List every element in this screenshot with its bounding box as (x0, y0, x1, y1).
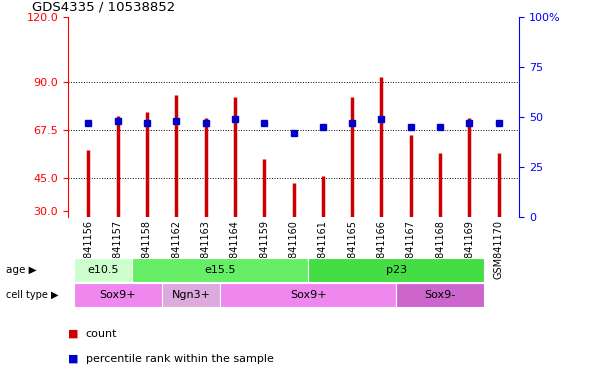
Text: GDS4335 / 10538852: GDS4335 / 10538852 (32, 0, 175, 13)
Bar (220, 283, 396, 307)
Bar (74, 283, 162, 307)
Text: cell type ▶: cell type ▶ (6, 290, 58, 300)
Bar (74, 258, 132, 282)
Bar (162, 283, 220, 307)
Text: Sox9-: Sox9- (424, 290, 455, 300)
Text: e10.5: e10.5 (87, 265, 119, 275)
Bar (308, 258, 484, 282)
Text: ■: ■ (68, 354, 78, 364)
Text: count: count (86, 329, 117, 339)
Text: age ▶: age ▶ (6, 265, 37, 275)
Bar (132, 258, 308, 282)
Text: Sox9+: Sox9+ (290, 290, 326, 300)
Text: Ngn3+: Ngn3+ (172, 290, 211, 300)
Text: percentile rank within the sample: percentile rank within the sample (86, 354, 273, 364)
Text: ■: ■ (68, 329, 78, 339)
Bar (396, 283, 484, 307)
Text: p23: p23 (385, 265, 407, 275)
Text: e15.5: e15.5 (205, 265, 236, 275)
Text: Sox9+: Sox9+ (99, 290, 136, 300)
